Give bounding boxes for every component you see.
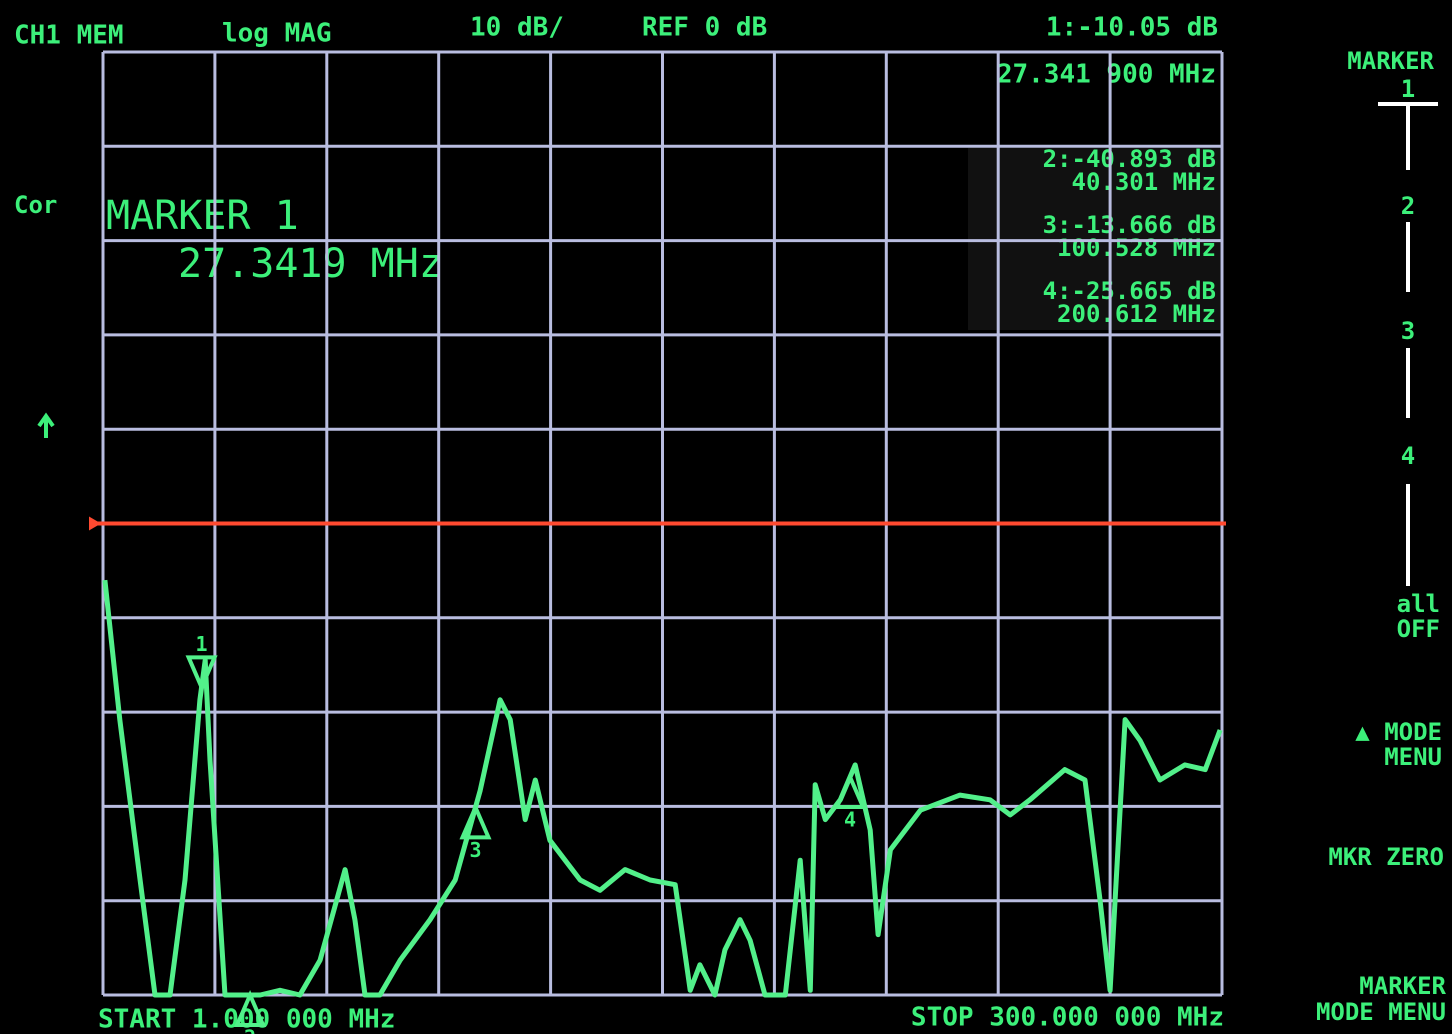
marker-label: 2 xyxy=(244,1026,256,1034)
plot: 1 2 3 4 xyxy=(89,50,1226,1034)
marker-label: 4 xyxy=(844,808,856,832)
marker xyxy=(459,802,492,840)
marker xyxy=(185,655,218,693)
big-readout-title: MARKER 1 xyxy=(106,193,299,239)
correction-label: Cor xyxy=(14,191,57,219)
format: log MAG xyxy=(222,19,332,49)
marker-readout-frequency: 200.612 MHz xyxy=(1057,300,1216,328)
marker xyxy=(234,989,267,1027)
marker xyxy=(833,771,867,810)
start-frequency: START 1.000 000 MHz xyxy=(98,1005,395,1034)
marker-selector xyxy=(1378,102,1438,586)
big-readout-value: 27.3419 MHz xyxy=(178,241,443,287)
active-marker-frequency: 27.341 900 MHz xyxy=(997,60,1216,90)
softkey[interactable]: ▲ MODE xyxy=(1355,718,1442,746)
softkey[interactable]: OFF xyxy=(1397,615,1440,643)
trace xyxy=(102,579,1223,998)
softkey[interactable]: 2 xyxy=(1401,192,1415,220)
softkey[interactable]: MKR ZERO xyxy=(1328,843,1444,871)
softkey-title[interactable]: MARKER xyxy=(1347,47,1434,75)
softkey[interactable]: MARKER xyxy=(1359,972,1446,1000)
scroll-arrow xyxy=(37,412,55,438)
marker-label: 3 xyxy=(469,838,481,862)
softkey[interactable]: 1 xyxy=(1401,75,1415,103)
reference-marker xyxy=(89,516,101,531)
softkey[interactable]: all xyxy=(1397,590,1440,618)
channel: CH1 MEM xyxy=(14,21,124,51)
softkey[interactable]: 4 xyxy=(1401,442,1415,470)
active-marker-value: 1:-10.05 dB xyxy=(1046,13,1218,43)
marker-readout-value: 2:-40.893 dB xyxy=(1043,145,1216,173)
scale: 10 dB/ xyxy=(470,13,564,43)
reference: REF 0 dB xyxy=(642,13,767,43)
softkey[interactable]: 3 xyxy=(1401,317,1415,345)
readout-box xyxy=(968,148,1220,330)
stop-frequency: STOP 300.000 000 MHz xyxy=(911,1003,1224,1033)
marker-label: 1 xyxy=(196,632,208,656)
marker-readout-frequency: 100.528 MHz xyxy=(1057,234,1216,262)
softkey[interactable]: MENU xyxy=(1384,743,1442,771)
softkey[interactable]: MODE MENU xyxy=(1316,998,1446,1026)
marker-readout-frequency: 40.301 MHz xyxy=(1072,168,1217,196)
marker-readout-value: 4:-25.665 dB xyxy=(1043,277,1216,305)
marker-readout-value: 3:-13.666 dB xyxy=(1043,211,1216,239)
